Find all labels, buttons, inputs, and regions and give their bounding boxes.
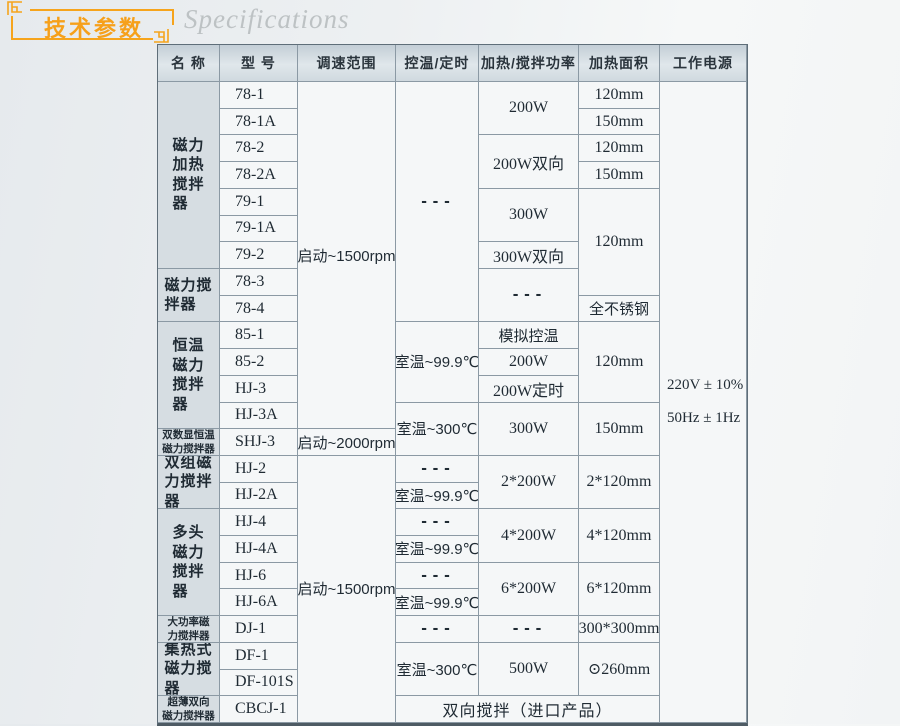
area-cell: 120mm [579,135,660,163]
column-header-area: 加热面积 [579,45,660,82]
column-header-speed: 调速范围 [298,45,396,82]
power-supply-voltage: 220V ± 10% [667,377,744,393]
area-cell: 300*300mm [579,616,660,643]
temp-cell: --- [396,562,479,590]
model-cell: 79-2 [220,242,298,269]
page-title: 技术参数 [43,16,144,41]
model-cell: 79-1A [220,215,298,243]
spiral-corner-icon [154,29,169,43]
temp-cell: --- [396,455,479,483]
model-cell: HJ-6 [220,562,298,590]
model-cell: 85-1 [220,322,298,350]
model-cell: DF-101S [220,669,298,697]
power-supply-frequency: 50Hz ± 1Hz [667,410,741,426]
model-cell: 78-4 [220,295,298,323]
power-cell: 300W双向 [479,242,579,269]
group-name-cell: 磁力搅 拌器 [158,268,220,323]
model-cell: HJ-6A [220,589,298,617]
group-name-cell: 大功率磁 力搅拌器 [158,616,220,643]
area-cell: 120mm [579,82,660,109]
group-name-cell: 集热式 磁力搅 器 [158,642,220,697]
temp-cell: --- [396,616,479,643]
model-cell: HJ-4 [220,509,298,537]
title-frame-line [11,38,153,40]
power-cell: 200W双向 [479,135,579,189]
speed-cell: 启动~2000rpm [298,429,396,456]
temp-cell: 室温~300℃ [396,642,479,697]
column-header-power: 加热/搅拌功率 [479,45,579,82]
model-cell: 85-2 [220,349,298,376]
power-cell: 200W [479,349,579,376]
power-cell: 300W [479,188,579,243]
spec-table: 名 称 型 号 调速范围 控温/定时 加热/搅拌功率 加热面积 工作电源 磁力 … [157,44,748,726]
temp-cell: 室温~99.9℃ [396,536,479,563]
model-cell: 78-2 [220,135,298,163]
title-frame-line [30,9,174,11]
area-cell: ⊙260mm [579,642,660,697]
power-cell: --- [479,616,579,643]
power-cell: --- [479,268,579,323]
area-cell: 120mm [579,322,660,403]
group-name-cell: 双组磁 力搅拌 器 [158,455,220,510]
bottom-note-cell: 双向搅拌（进口产品） [396,696,660,723]
column-header-name: 名 称 [158,45,220,82]
model-cell: CBCJ-1 [220,696,298,723]
area-cell: 6*120mm [579,562,660,617]
column-header-model: 型 号 [220,45,298,82]
column-header-supply: 工作电源 [660,45,747,82]
group-name-cell: 多头 磁力 搅拌 器 [158,509,220,617]
group-name-cell: 恒温 磁力 搅拌 器 [158,322,220,430]
power-cell: 4*200W [479,509,579,563]
model-cell: HJ-3A [220,402,298,430]
model-cell: DF-1 [220,642,298,670]
temp-cell: 室温~300℃ [396,402,479,456]
model-cell: 78-3 [220,268,298,296]
temp-cell: 室温~99.9℃ [396,322,479,403]
power-cell: 200W [479,82,579,136]
power-cell: 200W定时 [479,375,579,403]
area-cell: 150mm [579,162,660,189]
model-cell: HJ-2 [220,455,298,483]
model-cell: HJ-4A [220,536,298,563]
model-cell: HJ-3 [220,375,298,403]
temp-cell: --- [396,82,479,323]
page-subtitle: Specifications [184,4,350,34]
title-frame-line [172,9,174,25]
title-frame-line [11,16,13,40]
model-cell: 78-1 [220,82,298,109]
power-cell: 300W [479,402,579,456]
model-cell: 78-2A [220,162,298,189]
group-name-cell: 超薄双向 磁力搅拌器 [158,696,220,723]
temp-cell: 室温~99.9℃ [396,482,479,510]
model-cell: 78-1A [220,108,298,136]
column-header-temp: 控温/定时 [396,45,479,82]
area-cell: 2*120mm [579,455,660,510]
model-cell: 79-1 [220,188,298,216]
area-cell: 全不锈钢 [579,295,660,323]
area-cell: 150mm [579,402,660,456]
power-cell: 模拟控温 [479,322,579,350]
speed-cell: 启动~1500rpm [298,455,396,723]
area-cell: 150mm [579,108,660,136]
temp-cell: 室温~99.9℃ [396,589,479,617]
area-cell: 4*120mm [579,509,660,563]
group-name-cell: 双数显恒温 磁力搅拌器 [158,429,220,456]
group-name-cell: 磁力 加热 搅拌 器 [158,82,220,269]
power-supply-cell: 220V ± 10% 50Hz ± 1Hz [660,82,747,723]
power-cell: 2*200W [479,455,579,510]
spiral-corner-icon [7,1,22,15]
model-cell: DJ-1 [220,616,298,643]
power-cell: 500W [479,642,579,697]
power-cell: 6*200W [479,562,579,617]
speed-cell: 启动~1500rpm [298,82,396,430]
model-cell: HJ-2A [220,482,298,510]
page-title-frame: 技术参数 [7,1,178,44]
model-cell: SHJ-3 [220,429,298,456]
area-cell: 120mm [579,188,660,296]
temp-cell: --- [396,509,479,537]
